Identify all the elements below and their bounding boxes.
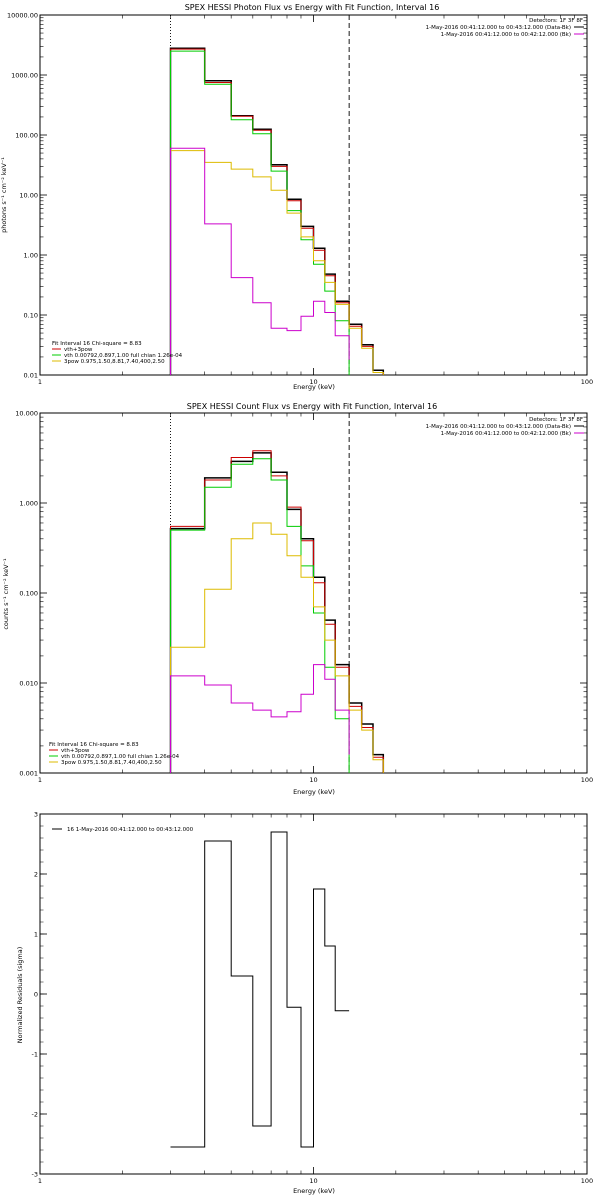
y-tick-label: 0.100 bbox=[19, 590, 38, 598]
plot-marks bbox=[170, 831, 350, 1148]
interval-info-text: 1-May-2016 00:41:12.000 to 00:42:12.000 … bbox=[441, 32, 571, 38]
legend-entry: vth+3pow bbox=[64, 347, 93, 353]
legend-header: Fit Interval 16 Chi-square = 8.83 bbox=[52, 341, 142, 347]
plot-frame bbox=[39, 14, 588, 376]
interval-info: 1-May-2016 00:41:12.000 to 00:43:12.000 … bbox=[426, 25, 584, 38]
detectors-label: Detectors: 1F 3F 8F bbox=[529, 18, 583, 24]
y-tick-label: 10.000 bbox=[15, 410, 38, 418]
y-tick-label: 1.00 bbox=[24, 252, 38, 260]
y-tick-label: -3 bbox=[32, 1171, 38, 1179]
y-tick-label: 0.10 bbox=[24, 312, 38, 320]
series-line-fit bbox=[170, 150, 384, 375]
y-tick-label: 10.00 bbox=[19, 192, 38, 200]
y-tick-label: 100.00 bbox=[15, 132, 38, 140]
y-tick-label: 1.000 bbox=[19, 500, 38, 508]
photon-flux-panel: SPEX HESSI Photon Flux vs Energy with Fi… bbox=[0, 3, 593, 391]
y-tick-label: 10000.00 bbox=[7, 12, 38, 20]
x-tick-label: 1 bbox=[38, 378, 42, 386]
legend-header: Fit Interval 16 Chi-square = 8.83 bbox=[49, 742, 139, 748]
x-axis-label: Energy (keV) bbox=[293, 1187, 335, 1195]
y-axis-label: photons s⁻¹ cm⁻² keV⁻¹ bbox=[0, 157, 8, 233]
y-tick-label: 0 bbox=[34, 991, 38, 999]
series-line-bk bbox=[170, 147, 350, 375]
y-tick-label: 0.001 bbox=[19, 770, 38, 778]
interval-info-text: 1-May-2016 00:41:12.000 to 00:42:12.000 … bbox=[441, 431, 571, 437]
x-tick-label: 10 bbox=[309, 378, 317, 386]
chart-title: SPEX HESSI Photon Flux vs Energy with Fi… bbox=[185, 3, 440, 12]
y-tick-label: 1 bbox=[34, 931, 38, 939]
legend-entry: vth 0.00792,0.897,1.00 full chian 1.26e-… bbox=[64, 353, 183, 359]
x-tick-label: 100 bbox=[581, 378, 593, 386]
y-axis-label: Normalized Residuals (sigma) bbox=[16, 947, 24, 1044]
y-tick-label: -1 bbox=[32, 1051, 38, 1059]
series-line-fit bbox=[170, 450, 384, 773]
legend-entry: vth+3pow bbox=[61, 748, 90, 754]
interval-info-text: 1-May-2016 00:41:12.000 to 00:43:12.000 … bbox=[426, 25, 571, 31]
y-tick-label: 2 bbox=[34, 871, 38, 879]
x-tick-label: 100 bbox=[581, 1177, 593, 1185]
axis-ticks: 1 10 100 0.001 0.010 0.100 1.000 10.000 bbox=[15, 410, 593, 785]
series-line-fit bbox=[170, 522, 384, 773]
chart-title: SPEX HESSI Count Flux vs Energy with Fit… bbox=[187, 402, 438, 411]
legend-entry: 16 1-May-2016 00:41:12.000 to 00:43:12.0… bbox=[67, 827, 194, 833]
series-line-resid bbox=[170, 831, 350, 1148]
series-line-fit bbox=[170, 50, 350, 375]
series-line-fit bbox=[170, 48, 384, 375]
x-tick-label: 10 bbox=[309, 776, 317, 784]
legend-entry: 3pow 0.975,1.50,8.81,7.40,400,2.50 bbox=[61, 760, 162, 766]
x-tick-label: 1 bbox=[38, 776, 42, 784]
y-tick-label: 3 bbox=[34, 811, 38, 819]
interval-info: 1-May-2016 00:41:12.000 to 00:43:12.000 … bbox=[426, 424, 584, 437]
interval-info-text: 1-May-2016 00:41:12.000 to 00:43:12.000 … bbox=[426, 424, 571, 430]
y-tick-label: 1000.00 bbox=[11, 72, 38, 80]
legend-entry: vth 0.00792,0.897,1.00 full chian 1.26e-… bbox=[61, 754, 180, 760]
y-tick-label: 0.010 bbox=[19, 680, 38, 688]
axis-ticks: 1 10 100 -3 -2 -1 0 1 2 3 bbox=[32, 811, 594, 1186]
x-axis-label: Energy (keV) bbox=[293, 788, 335, 796]
y-axis-label: counts s⁻¹ cm⁻² keV⁻¹ bbox=[2, 558, 10, 630]
x-axis-label: Energy (keV) bbox=[293, 383, 335, 391]
axis-ticks: 1 10 100 0.01 0.10 1.00 10.00 100.00 1000.00 1000… bbox=[7, 12, 593, 387]
x-tick-label: 100 bbox=[581, 776, 593, 784]
detectors-label: Detectors: 1F 3F 8F bbox=[529, 417, 583, 423]
series-line-bk bbox=[170, 664, 350, 773]
fit-legend: Fit Interval 16 Chi-square = 8.83 vth+3p… bbox=[52, 341, 183, 365]
plot-marks bbox=[169, 413, 385, 773]
residual-legend: 16 1-May-2016 00:41:12.000 to 00:43:12.0… bbox=[52, 827, 194, 833]
legend-entry: 3pow 0.975,1.50,8.81,7.40,400,2.50 bbox=[64, 359, 165, 365]
residuals-panel: Energy (keV) Normalized Residuals (sigma… bbox=[16, 811, 593, 1196]
y-tick-label: 0.01 bbox=[24, 372, 38, 380]
count-flux-panel: SPEX HESSI Count Flux vs Energy with Fit… bbox=[2, 402, 593, 796]
y-tick-label: -2 bbox=[32, 1111, 38, 1119]
plot-marks bbox=[169, 15, 385, 375]
series-line-fit bbox=[170, 458, 350, 773]
fit-legend: Fit Interval 16 Chi-square = 8.83 vth+3p… bbox=[49, 742, 180, 766]
series-line-data bbox=[169, 452, 385, 773]
x-tick-label: 1 bbox=[38, 1177, 42, 1185]
x-tick-label: 10 bbox=[309, 1177, 317, 1185]
